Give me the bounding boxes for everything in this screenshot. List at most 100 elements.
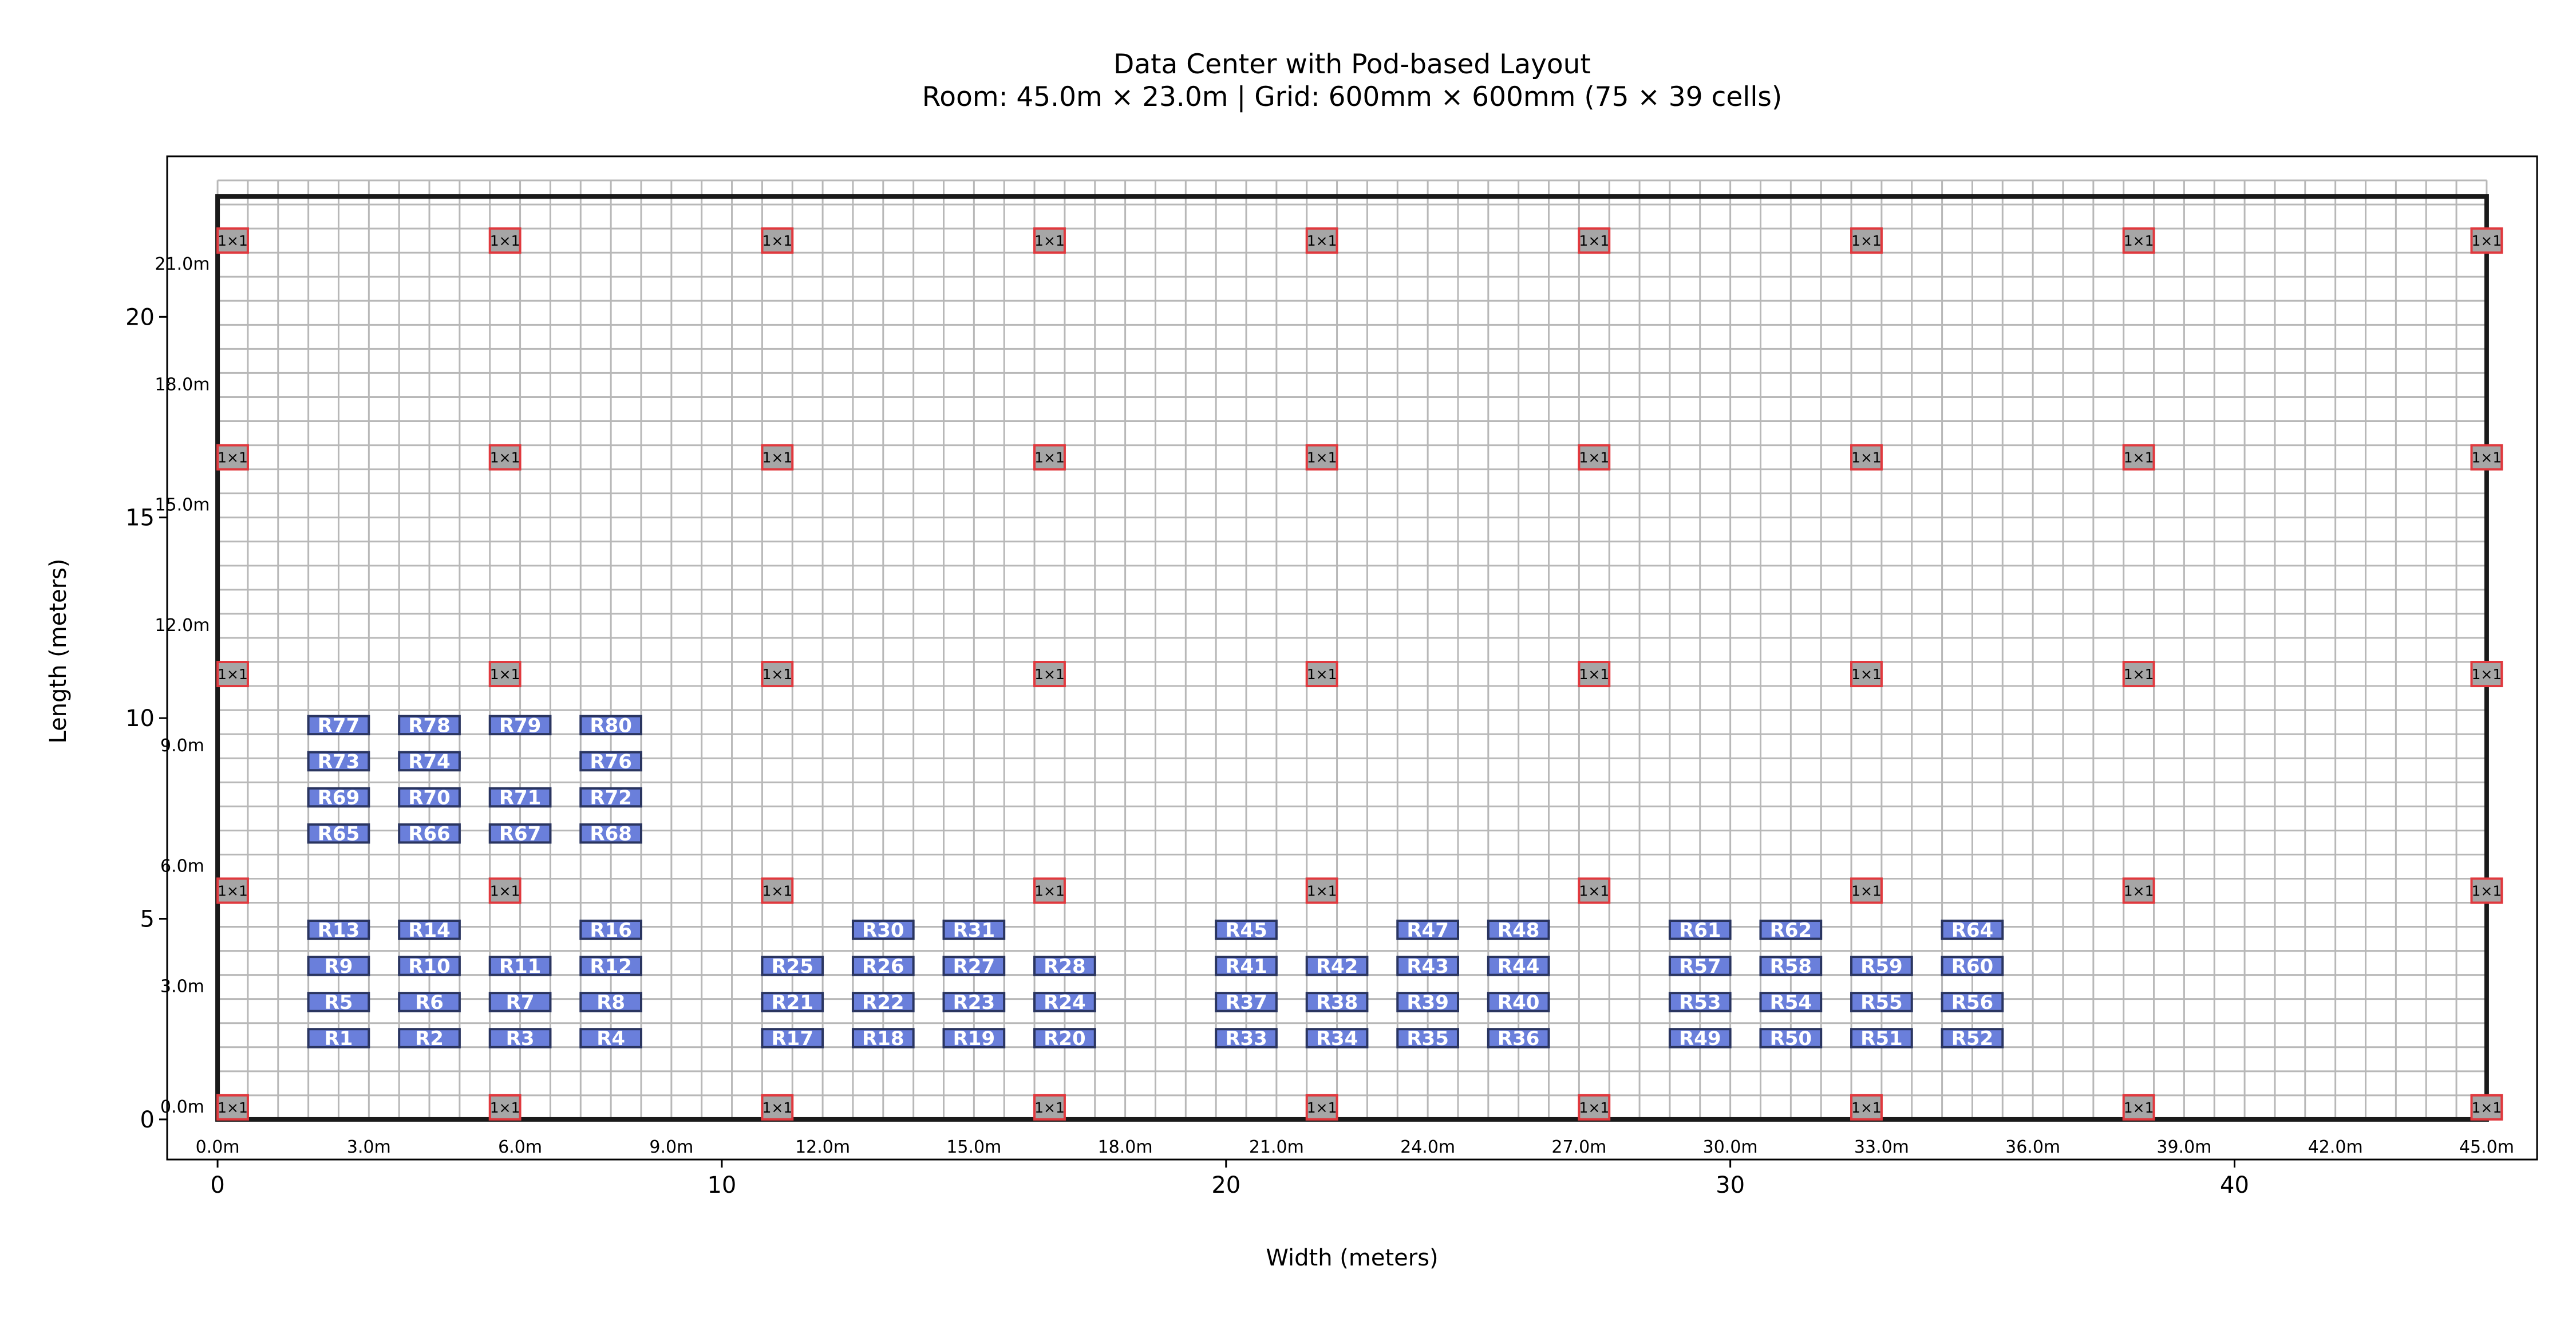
rack-box bbox=[398, 956, 461, 976]
rack-box bbox=[1759, 992, 1823, 1012]
rack: R13 bbox=[307, 919, 370, 942]
rack-box bbox=[942, 956, 1006, 976]
rack-label: R50 bbox=[1770, 1027, 1812, 1050]
x-tick-label: 10 bbox=[707, 1172, 736, 1198]
rack-label: R78 bbox=[408, 714, 451, 737]
rack-label: R24 bbox=[1044, 991, 1086, 1014]
column: 1×1 bbox=[1033, 1094, 1066, 1121]
column-box bbox=[488, 227, 521, 254]
rack: R34 bbox=[1305, 1027, 1369, 1050]
column-box bbox=[1305, 444, 1338, 471]
column: 1×1 bbox=[1578, 661, 1611, 688]
rack-box bbox=[488, 787, 552, 808]
column-label: 1×1 bbox=[1851, 666, 1882, 683]
rack: R47 bbox=[1396, 919, 1459, 942]
rack-label: R20 bbox=[1044, 1027, 1086, 1050]
rack-box bbox=[851, 1028, 915, 1048]
column-label: 1×1 bbox=[218, 666, 248, 683]
column-box bbox=[1850, 1094, 1883, 1121]
plot-area: 1×1 1×1 1×1 1×1 1×1 1×1 1×1 1×1 1×1 1×1 1×1 1×1 1×1 1… bbox=[166, 155, 2538, 1161]
column-box bbox=[1305, 1094, 1338, 1121]
column-box bbox=[1578, 877, 1611, 904]
column-label: 1×1 bbox=[2472, 666, 2502, 683]
rack: R57 bbox=[1668, 955, 1732, 978]
rack: R36 bbox=[1487, 1027, 1550, 1050]
rack-box bbox=[1487, 956, 1550, 976]
rack: R61 bbox=[1668, 919, 1732, 942]
column-label: 1×1 bbox=[2124, 666, 2154, 683]
column: 1×1 bbox=[488, 661, 521, 688]
column-box bbox=[1033, 877, 1066, 904]
rack-label: R66 bbox=[408, 823, 451, 846]
rack-label: R4 bbox=[596, 1027, 625, 1050]
rack-label: R41 bbox=[1225, 955, 1267, 978]
rack-box bbox=[398, 715, 461, 736]
rack: R55 bbox=[1850, 991, 1913, 1014]
column-label: 1×1 bbox=[2472, 449, 2502, 466]
column-box bbox=[1578, 661, 1611, 688]
rack-box bbox=[1850, 1028, 1913, 1048]
column-label: 1×1 bbox=[2472, 232, 2502, 249]
rack-label: R34 bbox=[1316, 1027, 1358, 1050]
rack: R27 bbox=[942, 955, 1006, 978]
column: 1×1 bbox=[761, 227, 794, 254]
y-tick-label: 10 bbox=[125, 705, 155, 732]
rack: R31 bbox=[942, 919, 1006, 942]
rack-label: R65 bbox=[318, 823, 360, 846]
column-box bbox=[1850, 661, 1883, 688]
rack-box bbox=[307, 956, 370, 976]
column-box bbox=[488, 877, 521, 904]
x-meter-label: 9.0m bbox=[649, 1137, 693, 1157]
column: 1×1 bbox=[2470, 877, 2503, 904]
rack-label: R11 bbox=[499, 955, 542, 978]
rack-label: R47 bbox=[1406, 919, 1449, 942]
y-meter-label: 3.0m bbox=[160, 977, 204, 997]
rack-box bbox=[307, 1028, 370, 1048]
rack: R78 bbox=[398, 714, 461, 737]
column: 1×1 bbox=[488, 444, 521, 471]
column-box bbox=[1033, 1094, 1066, 1121]
rack-label: R36 bbox=[1498, 1027, 1540, 1050]
rack: R62 bbox=[1759, 919, 1823, 942]
rack-label: R30 bbox=[862, 919, 904, 942]
rack-box bbox=[1941, 992, 2004, 1012]
y-axis-label: Length (meters) bbox=[45, 558, 72, 743]
rack-box bbox=[1487, 992, 1550, 1012]
column-box bbox=[1305, 227, 1338, 254]
rack-label: R61 bbox=[1679, 919, 1721, 942]
y-meter-labels: 0.0m 3.0m 6.0m 9.0m 12.0m 15.0m 18.0m 21.0m bbox=[155, 254, 210, 1117]
rack-label: R16 bbox=[590, 919, 632, 942]
rack-label: R45 bbox=[1225, 919, 1267, 942]
x-meter-label: 0.0m bbox=[196, 1137, 240, 1157]
rack-box bbox=[851, 920, 915, 940]
column: 1×1 bbox=[1305, 661, 1338, 688]
rack: R52 bbox=[1941, 1027, 2004, 1050]
y-meter-label: 18.0m bbox=[155, 374, 210, 395]
column-label: 1×1 bbox=[1851, 232, 1882, 249]
rack-box bbox=[398, 1028, 461, 1048]
rack-box bbox=[1668, 1028, 1732, 1048]
column: 1×1 bbox=[1033, 661, 1066, 688]
column: 1×1 bbox=[1850, 227, 1883, 254]
rack-label: R28 bbox=[1044, 955, 1086, 978]
column-box bbox=[761, 444, 794, 471]
rack: R2 bbox=[398, 1027, 461, 1050]
rack-box bbox=[1668, 956, 1732, 976]
room-walls bbox=[215, 194, 2489, 1122]
rack-label: R35 bbox=[1406, 1027, 1449, 1050]
column-label: 1×1 bbox=[490, 666, 520, 683]
rack-label: R9 bbox=[325, 955, 353, 978]
building-columns: 1×1 1×1 1×1 1×1 1×1 1×1 1×1 1×1 1×1 1×1 1×1 1×1 1×1 1… bbox=[216, 227, 2503, 1121]
column-box bbox=[216, 661, 249, 688]
rack-label: R2 bbox=[415, 1027, 444, 1050]
column-label: 1×1 bbox=[2124, 882, 2154, 899]
rack-box bbox=[1033, 992, 1096, 1012]
column: 1×1 bbox=[1850, 444, 1883, 471]
column-box bbox=[1850, 444, 1883, 471]
rack: R49 bbox=[1668, 1027, 1732, 1050]
rack: R65 bbox=[307, 823, 370, 846]
rack: R68 bbox=[579, 823, 642, 846]
column: 1×1 bbox=[1578, 227, 1611, 254]
rack-box bbox=[851, 992, 915, 1012]
rack-box bbox=[579, 823, 642, 844]
